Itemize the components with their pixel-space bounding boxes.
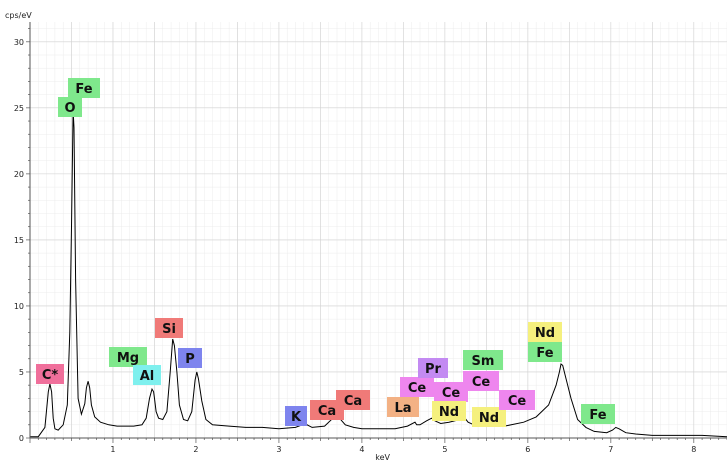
y-tick-label: 10 (14, 302, 24, 311)
element-label-box (285, 406, 307, 426)
element-label-box (133, 365, 161, 385)
y-tick-label: 5 (19, 368, 24, 377)
element-label-text: Ce (408, 381, 427, 396)
element-label-box (400, 377, 434, 397)
element-label-box (463, 350, 503, 370)
element-label-text: Pr (425, 362, 442, 377)
x-tick-label: 3 (276, 445, 281, 454)
element-label-box (178, 348, 202, 368)
element-label-fe: Fe (528, 342, 562, 362)
element-label-box (36, 364, 64, 384)
element-label-box (387, 397, 419, 417)
element-label-sm: Sm (463, 350, 503, 370)
element-label-box (528, 322, 562, 342)
element-label-text: Fe (536, 346, 553, 361)
element-label-box (68, 78, 100, 98)
element-label-box (434, 382, 468, 402)
x-tick-label: 2 (193, 445, 198, 454)
element-label-fe: Fe (68, 78, 100, 98)
x-tick-label: 5 (442, 445, 447, 454)
element-label-la: La (387, 397, 419, 417)
y-tick-labels: 0 5 10 15 20 25 30 (14, 38, 24, 443)
element-label-box (155, 318, 183, 338)
y-tick-label: 30 (14, 38, 24, 47)
axes (26, 22, 727, 443)
element-label-nd: Nd (432, 401, 466, 421)
element-label-ca: Ca (310, 400, 344, 420)
spectrum-line (30, 110, 727, 438)
element-label-text: Ce (472, 375, 491, 390)
element-label-pr: Pr (418, 358, 448, 378)
element-label-text: P (185, 352, 195, 367)
element-label-text: Nd (479, 411, 499, 426)
element-label-box (58, 97, 82, 117)
element-label-ce: Ce (499, 390, 535, 410)
element-label-box (581, 404, 615, 424)
element-label-text: Ce (442, 386, 461, 401)
element-label-text: Ca (318, 404, 336, 419)
element-label-k: K (285, 406, 307, 426)
y-tick-label: 20 (14, 170, 24, 179)
x-tick-label: 6 (525, 445, 530, 454)
x-tick-label: 8 (691, 445, 696, 454)
element-label-text: Mg (117, 351, 139, 366)
element-label-ca: Ca (336, 390, 370, 410)
element-label-box (109, 347, 147, 367)
element-label-text: Si (162, 322, 176, 337)
x-axis-label: keV (375, 453, 390, 461)
element-label-box (528, 342, 562, 362)
element-label-o: O (58, 97, 82, 117)
element-label-text: Sm (472, 354, 495, 369)
x-tick-labels: 1 2 3 4 5 6 7 8 (110, 445, 696, 454)
element-label-nd: Nd (528, 322, 562, 342)
element-label-text: La (394, 401, 411, 416)
y-tick-label: 15 (14, 236, 24, 245)
y-axis-label: cps/eV (5, 11, 32, 20)
element-label-box (463, 371, 499, 391)
element-label-box (418, 358, 448, 378)
element-label-fe: Fe (581, 404, 615, 424)
element-label-text: Fe (589, 408, 606, 423)
element-label-text: Nd (535, 326, 555, 341)
y-tick-label: 25 (14, 104, 24, 113)
element-label-text: Nd (439, 405, 459, 420)
element-label-box (499, 390, 535, 410)
element-label-ce: Ce (400, 377, 434, 397)
element-label-text: Ce (508, 394, 527, 409)
element-label-text: O (64, 101, 75, 116)
element-label-si: Si (155, 318, 183, 338)
x-tick-label: 4 (359, 445, 364, 454)
y-tick-label: 0 (19, 434, 24, 443)
element-label-mg: Mg (109, 347, 147, 367)
element-label-text: Fe (75, 82, 92, 97)
element-label-text: Ca (344, 394, 362, 409)
element-label-text: Al (140, 369, 155, 384)
element-label-box (472, 407, 506, 427)
element-label-box (310, 400, 344, 420)
element-label-box (336, 390, 370, 410)
element-label-text: C* (42, 368, 59, 383)
element-label-ce: Ce (434, 382, 468, 402)
element-label-ce: Ce (463, 371, 499, 391)
x-tick-label: 1 (110, 445, 115, 454)
element-label-al: Al (133, 365, 161, 385)
element-label-nd: Nd (472, 407, 506, 427)
x-tick-label: 7 (608, 445, 613, 454)
element-label-box (432, 401, 466, 421)
element-label-p: P (178, 348, 202, 368)
element-label-c-star: C* (36, 364, 64, 384)
element-label-text: K (291, 410, 302, 425)
